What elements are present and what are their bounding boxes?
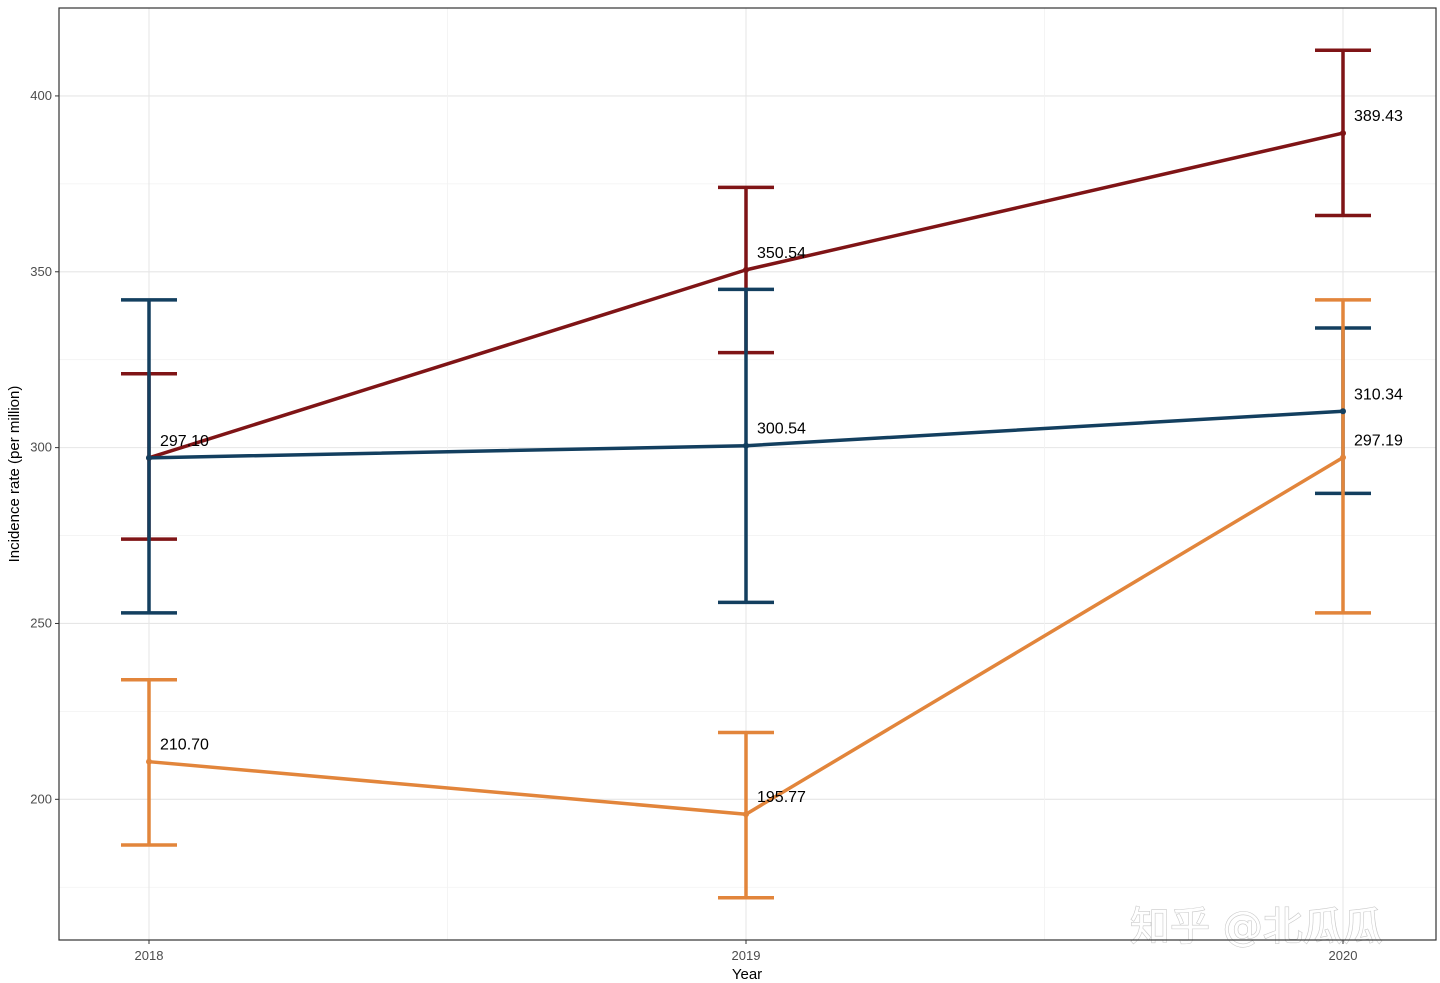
data-point	[743, 442, 749, 449]
y-axis-title: Incidence rate (per million)	[6, 386, 23, 563]
data-label: 210.70	[160, 737, 209, 754]
data-labels: 297.10 350.54 389.43 300.54 310.34 210.70 195.…	[160, 108, 1403, 806]
data-point	[1340, 408, 1346, 415]
x-tick-label: 2018	[135, 948, 164, 963]
data-label: 297.19	[1354, 433, 1403, 450]
y-tick-label: 300	[30, 440, 52, 455]
data-point	[743, 811, 749, 818]
y-axis: 200 250 300 350 400	[30, 88, 59, 806]
y-tick-label: 250	[30, 615, 52, 630]
data-label: 350.54	[757, 245, 806, 262]
x-axis: 2018 2019 2020	[135, 940, 1358, 963]
x-axis-title: Year	[732, 966, 762, 983]
data-point	[146, 758, 152, 765]
data-point	[1340, 454, 1346, 461]
y-tick-label: 350	[30, 264, 52, 279]
data-point	[146, 454, 152, 461]
y-tick-label: 400	[30, 88, 52, 103]
data-label: 389.43	[1354, 108, 1403, 125]
plot-border	[58, 7, 1437, 941]
y-tick-label: 200	[30, 791, 52, 806]
data-label: 297.10	[160, 433, 209, 450]
data-label: 310.34	[1354, 386, 1403, 403]
data-point	[1340, 130, 1346, 137]
data-label: 300.54	[757, 421, 806, 438]
data-label: 195.77	[757, 789, 806, 806]
watermark: 知乎 @北瓜瓜	[1130, 904, 1383, 950]
x-tick-label: 2020	[1329, 948, 1358, 963]
series-points	[146, 130, 1346, 818]
x-tick-label: 2019	[732, 948, 761, 963]
data-point	[743, 266, 749, 273]
